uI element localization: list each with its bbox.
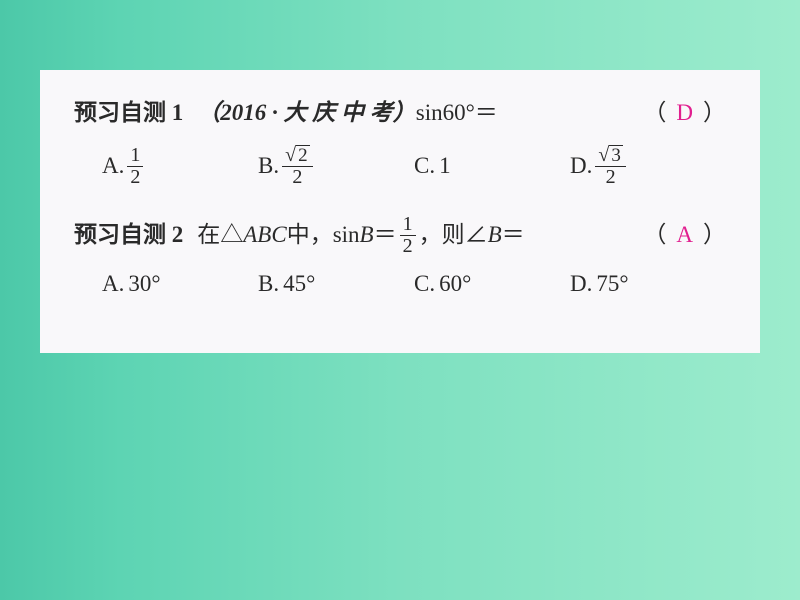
opt-text: 60° — [439, 271, 471, 297]
q1-opt-c: C. 1 — [414, 145, 570, 188]
q2-var2: B — [488, 218, 502, 253]
radical-icon: √ — [285, 145, 296, 165]
paren-right: ） — [703, 96, 726, 131]
opt-text: 45° — [283, 271, 315, 297]
q1-label: 预习自测 1 — [74, 96, 183, 131]
denominator: 2 — [603, 167, 619, 188]
paren-left: （ — [643, 96, 666, 131]
paren-left: （ — [643, 218, 666, 253]
content-card: 预习自测 1 （2016 · 大 庆 中 考） sin60°＝ （ D ） A.… — [40, 70, 760, 353]
denominator: 2 — [400, 236, 416, 257]
q1-options: A. 1 2 B. √2 2 C. 1 D. — [102, 145, 726, 188]
paren-right: ） — [703, 218, 726, 253]
q2-after: ，则∠ — [419, 218, 488, 253]
q1-line: 预习自测 1 （2016 · 大 庆 中 考） sin60°＝ （ D ） — [74, 96, 726, 131]
q2-opt-d: D. 75° — [570, 271, 726, 297]
q2-mid: 中，sin — [287, 218, 360, 253]
q1-prompt: sin60°＝ — [416, 96, 498, 131]
q2-eq2: ＝ — [502, 218, 525, 253]
q1-answer: D — [676, 96, 693, 131]
numerator: √3 — [595, 145, 625, 167]
fraction: 1 2 — [400, 214, 416, 257]
denominator: 2 — [127, 167, 143, 188]
q1-opt-b: B. √2 2 — [258, 145, 414, 188]
question-1: 预习自测 1 （2016 · 大 庆 中 考） sin60°＝ （ D ） A.… — [74, 96, 726, 188]
q2-line: 预习自测 2 在△ ABC 中，sin B ＝ 1 2 ，则∠ B ＝ （ A … — [74, 214, 726, 257]
q2-opt-b: B. 45° — [258, 271, 414, 297]
numerator: 1 — [127, 145, 143, 167]
numerator: √2 — [282, 145, 312, 167]
q2-eq: ＝ — [374, 218, 397, 253]
fraction: √3 2 — [595, 145, 625, 188]
sqrt: √2 — [285, 145, 309, 165]
q2-answer: A — [676, 218, 693, 253]
fraction: √2 2 — [282, 145, 312, 188]
q1-source: （2016 · 大 庆 中 考） — [197, 96, 416, 131]
opt-letter: A. — [102, 271, 124, 297]
sqrt: √3 — [598, 145, 622, 165]
q2-options: A. 30° B. 45° C. 60° D. 75° — [102, 271, 726, 297]
opt-letter: C. — [414, 153, 435, 179]
q1-opt-d: D. √3 2 — [570, 145, 726, 188]
q2-opt-a: A. 30° — [102, 271, 258, 297]
q2-var: B — [360, 218, 374, 253]
sqrt-arg: 3 — [609, 145, 623, 165]
denominator: 2 — [289, 167, 305, 188]
question-2: 预习自测 2 在△ ABC 中，sin B ＝ 1 2 ，则∠ B ＝ （ A … — [74, 214, 726, 297]
opt-letter: D. — [570, 271, 592, 297]
opt-letter: C. — [414, 271, 435, 297]
q1-opt-a: A. 1 2 — [102, 145, 258, 188]
opt-text: 30° — [128, 271, 160, 297]
opt-text: 1 — [439, 153, 451, 179]
opt-letter: B. — [258, 271, 279, 297]
numerator: 1 — [400, 214, 416, 236]
fraction: 1 2 — [127, 145, 143, 188]
q2-abc: ABC — [243, 218, 286, 253]
sqrt-arg: 2 — [296, 145, 310, 165]
opt-text: 75° — [596, 271, 628, 297]
opt-letter: B. — [258, 153, 279, 179]
opt-letter: D. — [570, 153, 592, 179]
radical-icon: √ — [598, 145, 609, 165]
q2-opt-c: C. 60° — [414, 271, 570, 297]
q2-pre: 在△ — [197, 218, 243, 253]
q2-label: 预习自测 2 — [74, 218, 183, 253]
opt-letter: A. — [102, 153, 124, 179]
